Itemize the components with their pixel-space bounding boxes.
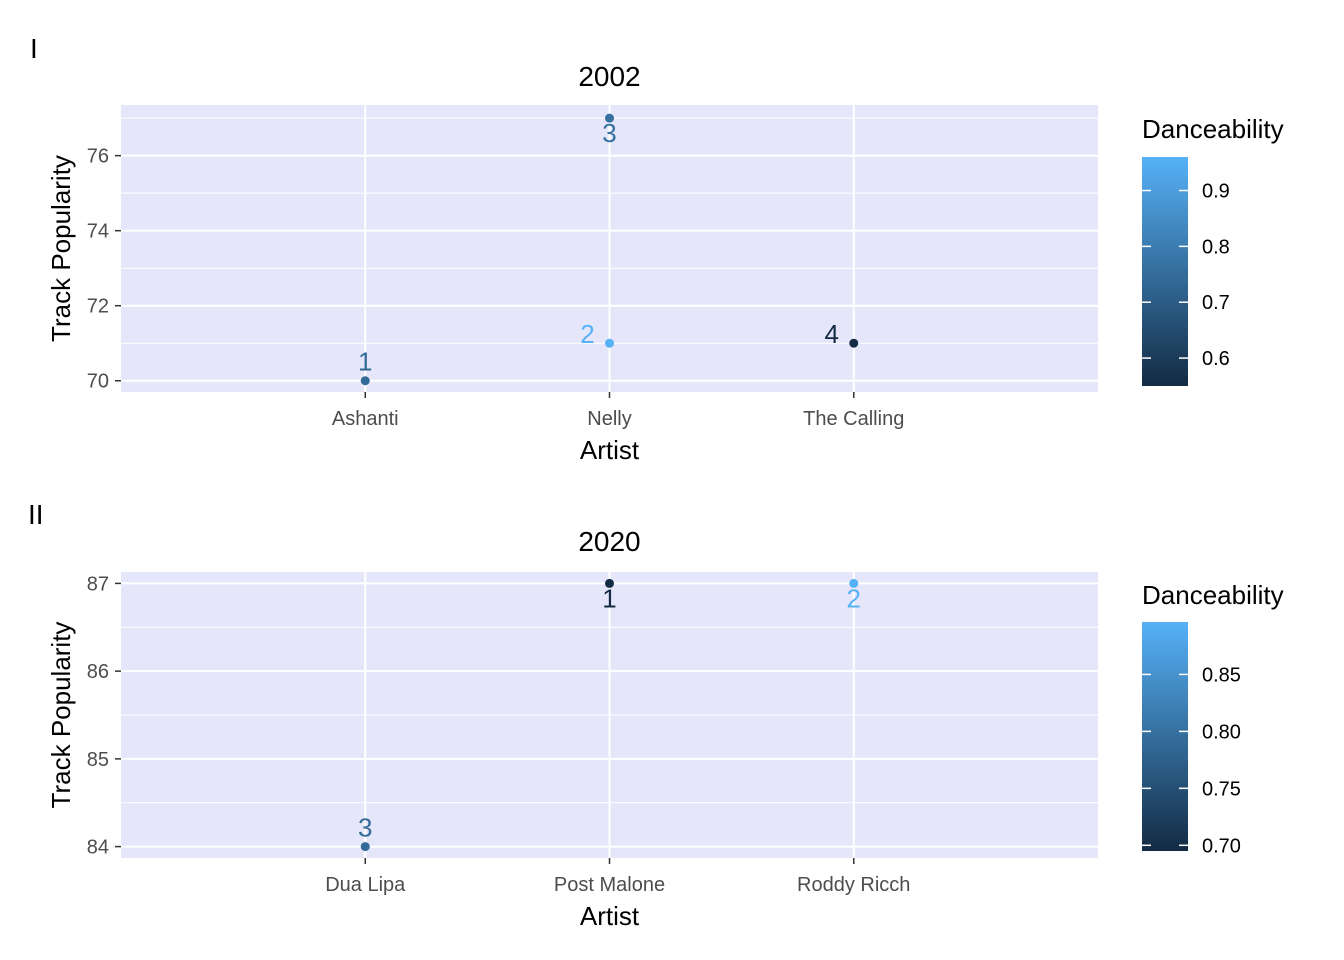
data-point [360,376,370,386]
chart-panel-2: II 2020 84 85 86 87 Dua Lipa Post Malone Roddy R… [28,499,1284,931]
legend-break-label: 0.6 [1202,348,1230,370]
chart-title: 2002 [578,61,640,92]
data-point [849,338,859,348]
legend-colorbar [1142,622,1188,851]
y-tick-label: 85 [87,749,109,771]
point-label: 2 [847,583,861,613]
x-tick-label: Ashanti [332,408,399,430]
y-tick-label: 72 [87,296,109,318]
y-tick-label: 74 [87,221,109,243]
data-point [605,338,614,348]
x-tick-label: The Calling [803,408,904,430]
x-tick-label: Dua Lipa [325,874,406,896]
chart-panel-1: I 2002 70 72 74 76 Ashanti Nelly The Calling Arti… [30,33,1284,465]
data-point [605,113,614,123]
point-label: 2 [580,319,594,349]
legend-title: Danceability [1142,114,1284,144]
data-point [605,578,614,588]
legend-break-label: 0.9 [1202,181,1230,203]
legend-colorbar [1142,157,1188,386]
x-axis-label: Artist [580,901,640,931]
y-tick-label: 86 [87,661,109,683]
point-label: 1 [602,583,616,613]
x-tick-label: Roddy Ricch [797,874,910,896]
legend-break-label: 0.85 [1202,664,1241,686]
y-tick-label: 76 [87,146,109,168]
x-tick-label: Nelly [587,408,631,430]
x-tick-label: Post Malone [554,874,665,896]
y-tick-label: 70 [87,371,109,393]
point-label: 3 [602,118,616,148]
y-axis-label: Track Popularity [46,622,76,809]
legend-title: Danceability [1142,580,1284,610]
legend-break-label: 0.8 [1202,236,1230,258]
legend-break-label: 0.70 [1202,835,1241,857]
point-label: 1 [358,347,372,377]
data-point [849,578,859,588]
point-label: 4 [825,319,839,349]
y-tick-label: 84 [87,837,109,859]
chart-title: 2020 [578,526,640,557]
panel-tag: I [30,33,38,64]
y-axis-label: Track Popularity [46,155,76,342]
point-label: 3 [358,813,372,843]
legend-break-label: 0.80 [1202,721,1241,743]
legend-break-label: 0.7 [1202,292,1230,314]
legend-break-label: 0.75 [1202,778,1241,800]
panel-tag: II [28,499,44,530]
data-point [360,842,370,852]
x-axis-label: Artist [580,435,640,465]
y-tick-label: 87 [87,573,109,595]
